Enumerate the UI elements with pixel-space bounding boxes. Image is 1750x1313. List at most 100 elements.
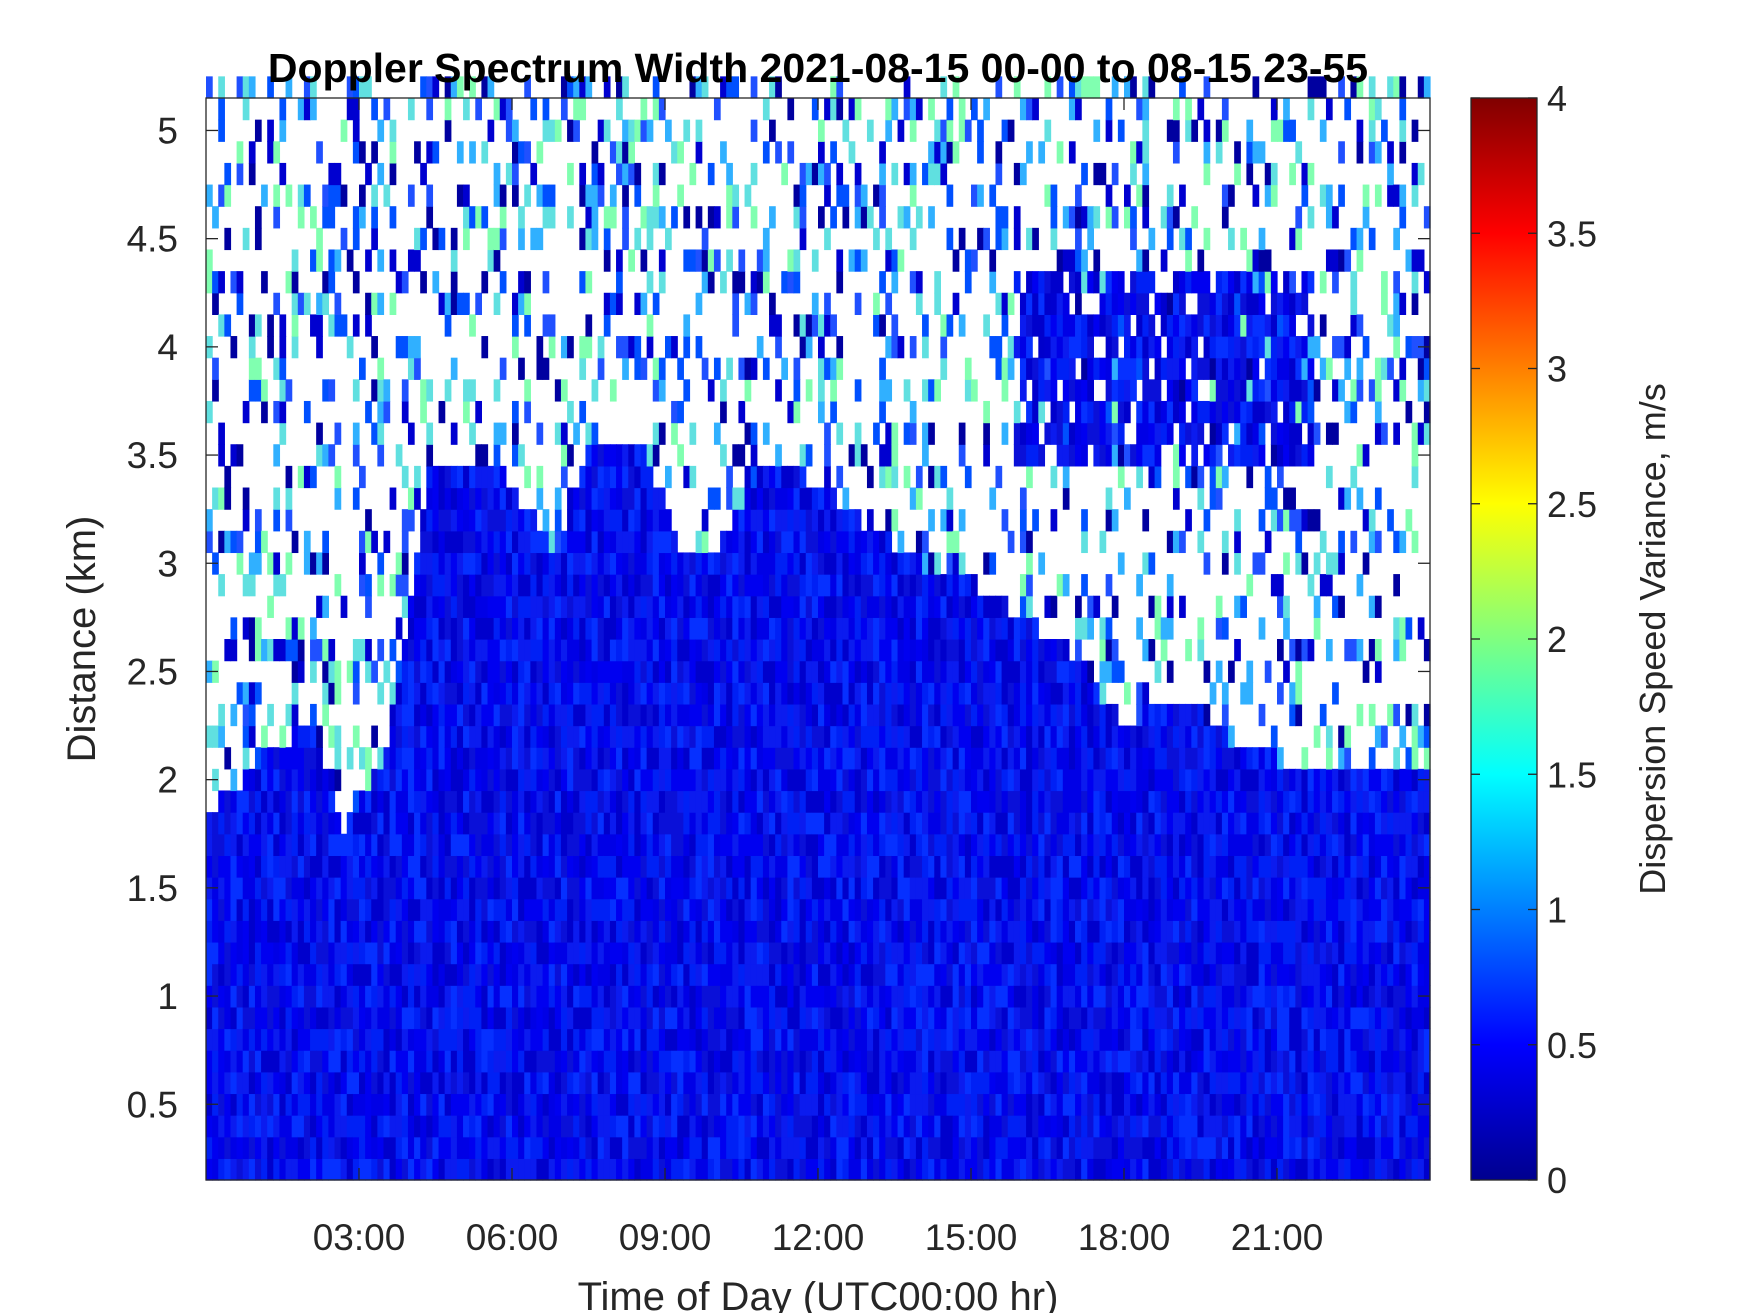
heatmap-cell (310, 725, 317, 748)
heatmap-cell (536, 574, 544, 597)
heatmap-cell (1044, 292, 1052, 315)
heatmap-cell (469, 703, 476, 727)
heatmap-cell (738, 574, 746, 597)
heatmap-cell (401, 1071, 409, 1095)
heatmap-cell (848, 1136, 856, 1159)
heatmap-cell (830, 1028, 837, 1051)
heatmap-cell (866, 595, 874, 618)
heatmap-cell (683, 725, 691, 748)
heatmap-cell (989, 1115, 997, 1138)
heatmap-cell (695, 530, 703, 554)
heatmap-cell (1019, 1136, 1027, 1159)
heatmap-cell (554, 725, 562, 748)
heatmap-cell (665, 790, 672, 813)
heatmap-cell (493, 1050, 501, 1073)
heatmap-cell (567, 1158, 574, 1181)
heatmap-cell (591, 1071, 599, 1095)
heatmap-cell (634, 790, 642, 813)
heatmap-cell (775, 1071, 782, 1095)
heatmap-cell (554, 1050, 562, 1073)
heatmap-cell (818, 660, 825, 683)
heatmap-cell (407, 1136, 415, 1159)
heatmap-cell (628, 682, 635, 705)
heatmap-cell (677, 1093, 684, 1116)
heatmap-cell (334, 985, 342, 1008)
heatmap-cell (475, 1071, 482, 1095)
heatmap-cell (524, 617, 531, 640)
heatmap-cell (407, 357, 415, 380)
heatmap-cell (438, 552, 446, 575)
heatmap-cell (854, 617, 862, 640)
heatmap-cell (726, 357, 733, 380)
heatmap-cell (971, 790, 978, 813)
heatmap-cell (603, 833, 611, 856)
heatmap-cell (1026, 357, 1033, 380)
heatmap-cell (481, 985, 489, 1008)
heatmap-cell (1019, 314, 1027, 337)
heatmap-cell (897, 617, 905, 640)
heatmap-cell (671, 1050, 678, 1073)
heatmap-cell (1044, 595, 1052, 618)
heatmap-cell (946, 898, 954, 921)
heatmap-cell (432, 985, 440, 1008)
heatmap-cell (536, 682, 544, 705)
heatmap-cell (1050, 877, 1058, 900)
heatmap-cell (818, 985, 825, 1008)
heatmap-cell (395, 941, 403, 965)
heatmap-cell (622, 920, 629, 943)
heatmap-cell (616, 1028, 623, 1051)
heatmap-cell (316, 227, 323, 251)
heatmap-cell (1013, 400, 1021, 424)
heatmap-cell (903, 422, 911, 445)
heatmap-cell (677, 1028, 684, 1051)
heatmap-cell (395, 444, 403, 467)
heatmap-cell (450, 595, 458, 618)
heatmap-cell (236, 1158, 244, 1181)
heatmap-cell (805, 703, 813, 727)
heatmap-cell (230, 1115, 238, 1138)
heatmap-cell (805, 1093, 813, 1116)
heatmap-cell (860, 1028, 868, 1051)
heatmap-cell (218, 877, 225, 900)
heatmap-cell (536, 660, 544, 683)
heatmap-cell (573, 1158, 580, 1181)
heatmap-cell (646, 1115, 654, 1138)
heatmap-cell (915, 98, 923, 121)
heatmap-cell (279, 336, 287, 359)
heatmap-cell (805, 336, 813, 359)
heatmap-cell (909, 595, 917, 618)
heatmap-cell (334, 812, 342, 835)
heatmap-cell (389, 1093, 397, 1116)
heatmap-cell (707, 768, 715, 792)
heatmap-cell (1007, 119, 1015, 142)
heatmap-cell (322, 941, 329, 965)
heatmap-cell (463, 1006, 470, 1030)
heatmap-cell (512, 595, 519, 618)
heatmap-cell (512, 184, 519, 207)
heatmap-cell (1013, 790, 1021, 813)
heatmap-cell (310, 1115, 317, 1138)
heatmap-cell (322, 639, 329, 662)
heatmap-cell (628, 703, 635, 727)
heatmap-cell (781, 357, 788, 380)
heatmap-cell (915, 833, 923, 856)
heatmap-cell (426, 660, 434, 683)
heatmap-cell (456, 898, 464, 921)
heatmap-cell (444, 1050, 452, 1073)
heatmap-cell (634, 1136, 642, 1159)
heatmap-cell (395, 271, 403, 294)
heatmap-cell (444, 314, 452, 337)
heatmap-cell (811, 703, 819, 727)
heatmap-cell (359, 141, 366, 164)
heatmap-cell (297, 833, 305, 856)
heatmap-cell (744, 1136, 752, 1159)
heatmap-cell (683, 703, 691, 727)
heatmap-cell (463, 552, 470, 575)
heatmap-cell (395, 1071, 403, 1095)
heatmap-cell (720, 444, 727, 467)
heatmap-cell (316, 985, 323, 1008)
heatmap-cell (542, 682, 550, 705)
heatmap-cell (750, 747, 758, 770)
heatmap-cell (346, 1071, 354, 1095)
heatmap-cell (487, 1028, 495, 1051)
